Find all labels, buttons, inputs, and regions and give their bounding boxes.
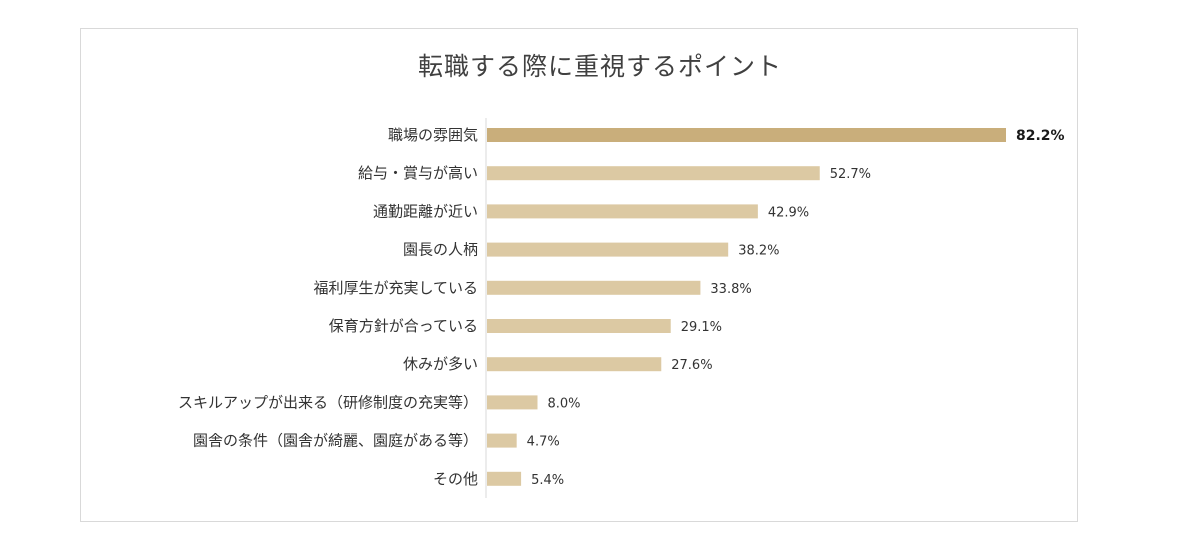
category-label-8: 園舎の条件（園舎が綺麗、園庭がある等） [193, 432, 478, 450]
chart-frame [80, 28, 1078, 522]
category-label-3: 園長の人柄 [403, 241, 478, 259]
bar-3 [487, 242, 729, 257]
bar-9 [487, 471, 522, 486]
category-label-2: 通勤距離が近い [373, 202, 478, 220]
value-label-5: 29.1% [681, 320, 722, 335]
value-label-4: 33.8% [710, 282, 751, 297]
category-label-1: 給与・賞与が高い [358, 164, 478, 182]
chart-title: 転職する際に重視するポイント [417, 52, 782, 81]
value-label-6: 27.6% [671, 358, 712, 373]
category-label-9: その他 [433, 470, 478, 488]
category-label-7: スキルアップが出来る（研修制度の充実等） [178, 393, 478, 411]
category-label-6: 休みが多い [403, 355, 478, 373]
bar-5 [487, 319, 671, 333]
bar-4 [487, 280, 701, 295]
value-label-3: 38.2% [738, 244, 779, 259]
category-label-4: 福利厚生が充実している [313, 279, 478, 297]
value-label-2: 42.9% [768, 205, 809, 220]
bar-1 [487, 166, 820, 181]
bar-2 [487, 204, 758, 219]
bar-8 [487, 433, 517, 448]
value-label-1: 52.7% [830, 167, 871, 182]
value-label-7: 8.0% [548, 396, 581, 411]
value-label-8: 4.7% [527, 435, 560, 450]
value-label-0: 82.2% [1016, 128, 1065, 144]
bar-7 [487, 395, 538, 410]
value-label-9: 5.4% [531, 473, 564, 488]
category-label-0: 職場の雰囲気 [388, 126, 478, 144]
bar-6 [487, 357, 662, 372]
bar-0 [487, 128, 1006, 142]
category-label-5: 保育方針が合っている [329, 317, 478, 335]
